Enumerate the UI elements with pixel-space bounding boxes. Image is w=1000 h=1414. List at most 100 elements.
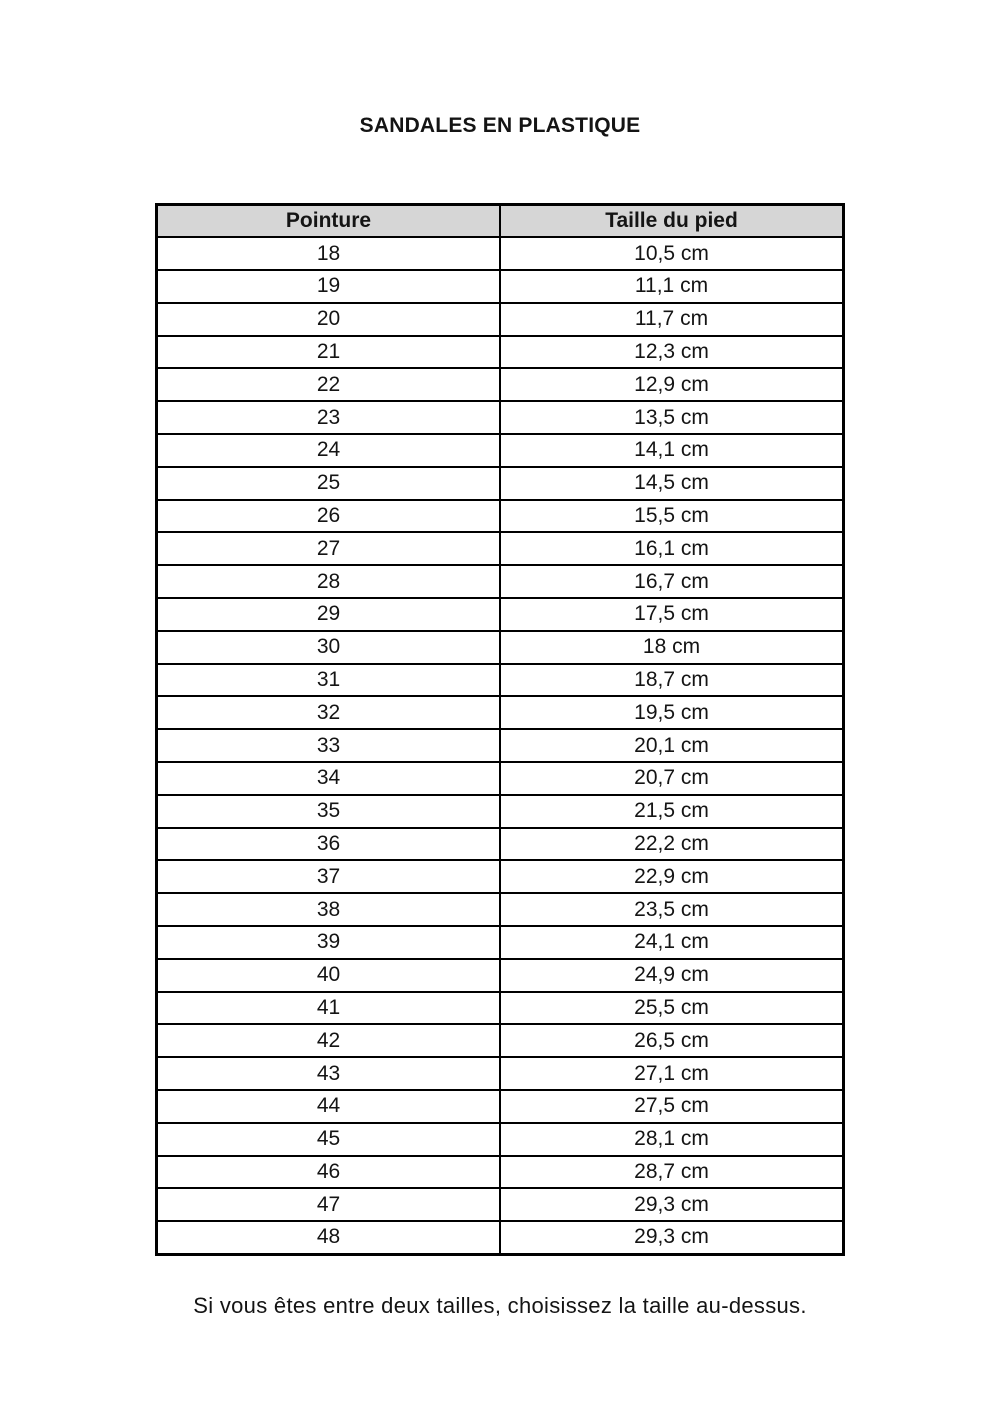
header-row: Pointure Taille du pied bbox=[155, 203, 845, 239]
table-row: 41 25,5 cm bbox=[155, 990, 845, 1026]
pointure-cell: 38 bbox=[155, 892, 501, 928]
table-row: 20 11,7 cm bbox=[155, 301, 845, 337]
foot-size-cell: 18,7 cm bbox=[499, 662, 845, 698]
table-row: 26 15,5 cm bbox=[155, 498, 845, 534]
foot-size-cell: 10,5 cm bbox=[499, 236, 845, 272]
foot-size-cell: 19,5 cm bbox=[499, 695, 845, 731]
foot-size-cell: 29,3 cm bbox=[499, 1220, 845, 1255]
table-row: 47 29,3 cm bbox=[155, 1187, 845, 1223]
foot-size-cell: 28,1 cm bbox=[499, 1121, 845, 1157]
pointure-cell: 45 bbox=[155, 1121, 501, 1157]
pointure-cell: 42 bbox=[155, 1023, 501, 1059]
foot-size-cell: 27,5 cm bbox=[499, 1089, 845, 1124]
table-row: 32 19,5 cm bbox=[155, 695, 845, 731]
table-row: 38 23,5 cm bbox=[155, 892, 845, 928]
pointure-cell: 39 bbox=[155, 925, 501, 960]
pointure-cell: 48 bbox=[155, 1220, 501, 1255]
pointure-cell: 23 bbox=[155, 400, 501, 436]
foot-size-cell: 18 cm bbox=[499, 629, 845, 665]
table-row: 42 26,5 cm bbox=[155, 1023, 845, 1059]
foot-size-cell: 12,3 cm bbox=[499, 334, 845, 370]
foot-size-cell: 16,7 cm bbox=[499, 564, 845, 600]
size-chart-table: Pointure Taille du pied 18 10,5 cm 19 11,1 … bbox=[155, 203, 845, 1256]
table-row: 43 27,1 cm bbox=[155, 1056, 845, 1092]
table-row: 36 22,2 cm bbox=[155, 826, 845, 862]
foot-size-cell: 16,1 cm bbox=[499, 531, 845, 567]
table-row: 39 24,1 cm bbox=[155, 925, 845, 960]
foot-size-cell: 11,1 cm bbox=[499, 269, 845, 304]
pointure-cell: 28 bbox=[155, 564, 501, 600]
table-row: 24 14,1 cm bbox=[155, 433, 845, 468]
foot-size-cell: 14,5 cm bbox=[499, 465, 845, 501]
foot-size-cell: 14,1 cm bbox=[499, 433, 845, 468]
table-row: 45 28,1 cm bbox=[155, 1121, 845, 1157]
table-row: 27 16,1 cm bbox=[155, 531, 845, 567]
foot-size-cell: 29,3 cm bbox=[499, 1187, 845, 1223]
table-row: 33 20,1 cm bbox=[155, 728, 845, 764]
foot-size-cell: 20,7 cm bbox=[499, 761, 845, 796]
pointure-cell: 47 bbox=[155, 1187, 501, 1223]
foot-size-cell: 26,5 cm bbox=[499, 1023, 845, 1059]
foot-size-cell: 27,1 cm bbox=[499, 1056, 845, 1092]
pointure-cell: 44 bbox=[155, 1089, 501, 1124]
pointure-cell: 43 bbox=[155, 1056, 501, 1092]
table-row: 29 17,5 cm bbox=[155, 597, 845, 632]
pointure-cell: 20 bbox=[155, 301, 501, 337]
foot-size-cell: 24,1 cm bbox=[499, 925, 845, 960]
pointure-cell: 30 bbox=[155, 629, 501, 665]
pointure-cell: 26 bbox=[155, 498, 501, 534]
table-row: 37 22,9 cm bbox=[155, 859, 845, 895]
foot-size-cell: 22,9 cm bbox=[499, 859, 845, 895]
pointure-cell: 33 bbox=[155, 728, 501, 764]
table-row: 19 11,1 cm bbox=[155, 269, 845, 304]
pointure-cell: 34 bbox=[155, 761, 501, 796]
pointure-cell: 31 bbox=[155, 662, 501, 698]
table-row: 21 12,3 cm bbox=[155, 334, 845, 370]
pointure-cell: 29 bbox=[155, 597, 501, 632]
foot-size-cell: 21,5 cm bbox=[499, 793, 845, 829]
pointure-cell: 27 bbox=[155, 531, 501, 567]
foot-size-cell: 12,9 cm bbox=[499, 367, 845, 403]
size-table-body: 18 10,5 cm 19 11,1 cm 20 11,7 cm 21 12,3 cm 22 12… bbox=[155, 236, 845, 1255]
table-row: 35 21,5 cm bbox=[155, 793, 845, 829]
table-row: 25 14,5 cm bbox=[155, 465, 845, 501]
foot-size-cell: 11,7 cm bbox=[499, 301, 845, 337]
foot-size-cell: 20,1 cm bbox=[499, 728, 845, 764]
pointure-cell: 18 bbox=[155, 236, 501, 272]
table-row: 30 18 cm bbox=[155, 629, 845, 665]
pointure-cell: 19 bbox=[155, 269, 501, 304]
pointure-cell: 37 bbox=[155, 859, 501, 895]
pointure-cell: 46 bbox=[155, 1154, 501, 1190]
pointure-cell: 24 bbox=[155, 433, 501, 468]
footer-note: Si vous êtes entre deux tailles, choisis… bbox=[193, 1292, 807, 1318]
size-chart-table-head: Pointure Taille du pied bbox=[155, 203, 845, 239]
pointure-cell: 35 bbox=[155, 793, 501, 829]
foot-size-column-header: Taille du pied bbox=[499, 203, 845, 239]
table-row: 34 20,7 cm bbox=[155, 761, 845, 796]
foot-size-cell: 23,5 cm bbox=[499, 892, 845, 928]
table-row: 23 13,5 cm bbox=[155, 400, 845, 436]
table-row: 28 16,7 cm bbox=[155, 564, 845, 600]
foot-size-cell: 25,5 cm bbox=[499, 990, 845, 1026]
table-row: 48 29,3 cm bbox=[155, 1220, 845, 1255]
foot-size-cell: 17,5 cm bbox=[499, 597, 845, 632]
table-row: 18 10,5 cm bbox=[155, 236, 845, 272]
page-title: SANDALES EN PLASTIQUE bbox=[359, 114, 641, 137]
table-row: 46 28,7 cm bbox=[155, 1154, 845, 1190]
pointure-cell: 32 bbox=[155, 695, 501, 731]
foot-size-cell: 24,9 cm bbox=[499, 957, 845, 993]
pointure-column-header: Pointure bbox=[155, 203, 501, 239]
foot-size-cell: 28,7 cm bbox=[499, 1154, 845, 1190]
foot-size-cell: 15,5 cm bbox=[499, 498, 845, 534]
pointure-cell: 21 bbox=[155, 334, 501, 370]
pointure-cell: 40 bbox=[155, 957, 501, 993]
foot-size-cell: 22,2 cm bbox=[499, 826, 845, 862]
table-row: 44 27,5 cm bbox=[155, 1089, 845, 1124]
pointure-cell: 22 bbox=[155, 367, 501, 403]
pointure-cell: 36 bbox=[155, 826, 501, 862]
table-row: 40 24,9 cm bbox=[155, 957, 845, 993]
pointure-cell: 25 bbox=[155, 465, 501, 501]
table-row: 31 18,7 cm bbox=[155, 662, 845, 698]
table-row: 22 12,9 cm bbox=[155, 367, 845, 403]
pointure-cell: 41 bbox=[155, 990, 501, 1026]
